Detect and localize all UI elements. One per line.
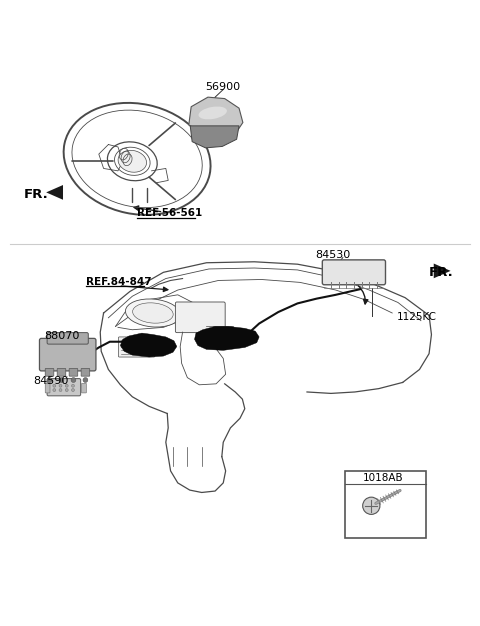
Ellipse shape: [199, 106, 227, 120]
Polygon shape: [120, 333, 177, 357]
FancyBboxPatch shape: [45, 383, 50, 393]
Polygon shape: [189, 97, 243, 133]
Circle shape: [53, 384, 56, 387]
Ellipse shape: [125, 299, 180, 327]
Polygon shape: [46, 185, 63, 200]
Text: REF.84-847: REF.84-847: [86, 277, 152, 287]
Polygon shape: [194, 326, 259, 351]
FancyBboxPatch shape: [57, 369, 66, 376]
Circle shape: [59, 384, 62, 387]
FancyBboxPatch shape: [47, 332, 88, 344]
Circle shape: [71, 377, 76, 382]
Circle shape: [83, 377, 88, 382]
FancyBboxPatch shape: [82, 383, 86, 393]
Circle shape: [72, 389, 74, 391]
Ellipse shape: [118, 150, 146, 172]
Circle shape: [72, 384, 74, 387]
Ellipse shape: [132, 303, 173, 323]
FancyBboxPatch shape: [323, 260, 385, 285]
Polygon shape: [190, 126, 239, 148]
Text: REF.56-561: REF.56-561: [137, 208, 203, 218]
Circle shape: [47, 377, 52, 382]
FancyBboxPatch shape: [119, 337, 155, 357]
FancyBboxPatch shape: [81, 369, 90, 376]
Polygon shape: [434, 264, 451, 278]
FancyBboxPatch shape: [69, 369, 78, 376]
Circle shape: [65, 384, 68, 387]
Text: 84530: 84530: [316, 250, 351, 260]
Bar: [345, 471, 426, 538]
Circle shape: [363, 497, 380, 515]
Text: 1018AB: 1018AB: [363, 473, 404, 483]
Circle shape: [59, 377, 64, 382]
Circle shape: [53, 389, 56, 391]
Text: 84590: 84590: [33, 376, 69, 386]
Text: 56900: 56900: [206, 82, 241, 92]
Circle shape: [59, 389, 62, 391]
Text: FR.: FR.: [429, 266, 454, 279]
FancyBboxPatch shape: [45, 369, 54, 376]
Circle shape: [65, 389, 68, 391]
Text: FR.: FR.: [24, 188, 48, 201]
Text: 88070: 88070: [45, 331, 80, 341]
Text: 1125KC: 1125KC: [397, 312, 437, 322]
FancyBboxPatch shape: [47, 379, 81, 396]
FancyBboxPatch shape: [175, 302, 225, 332]
FancyBboxPatch shape: [39, 339, 96, 371]
